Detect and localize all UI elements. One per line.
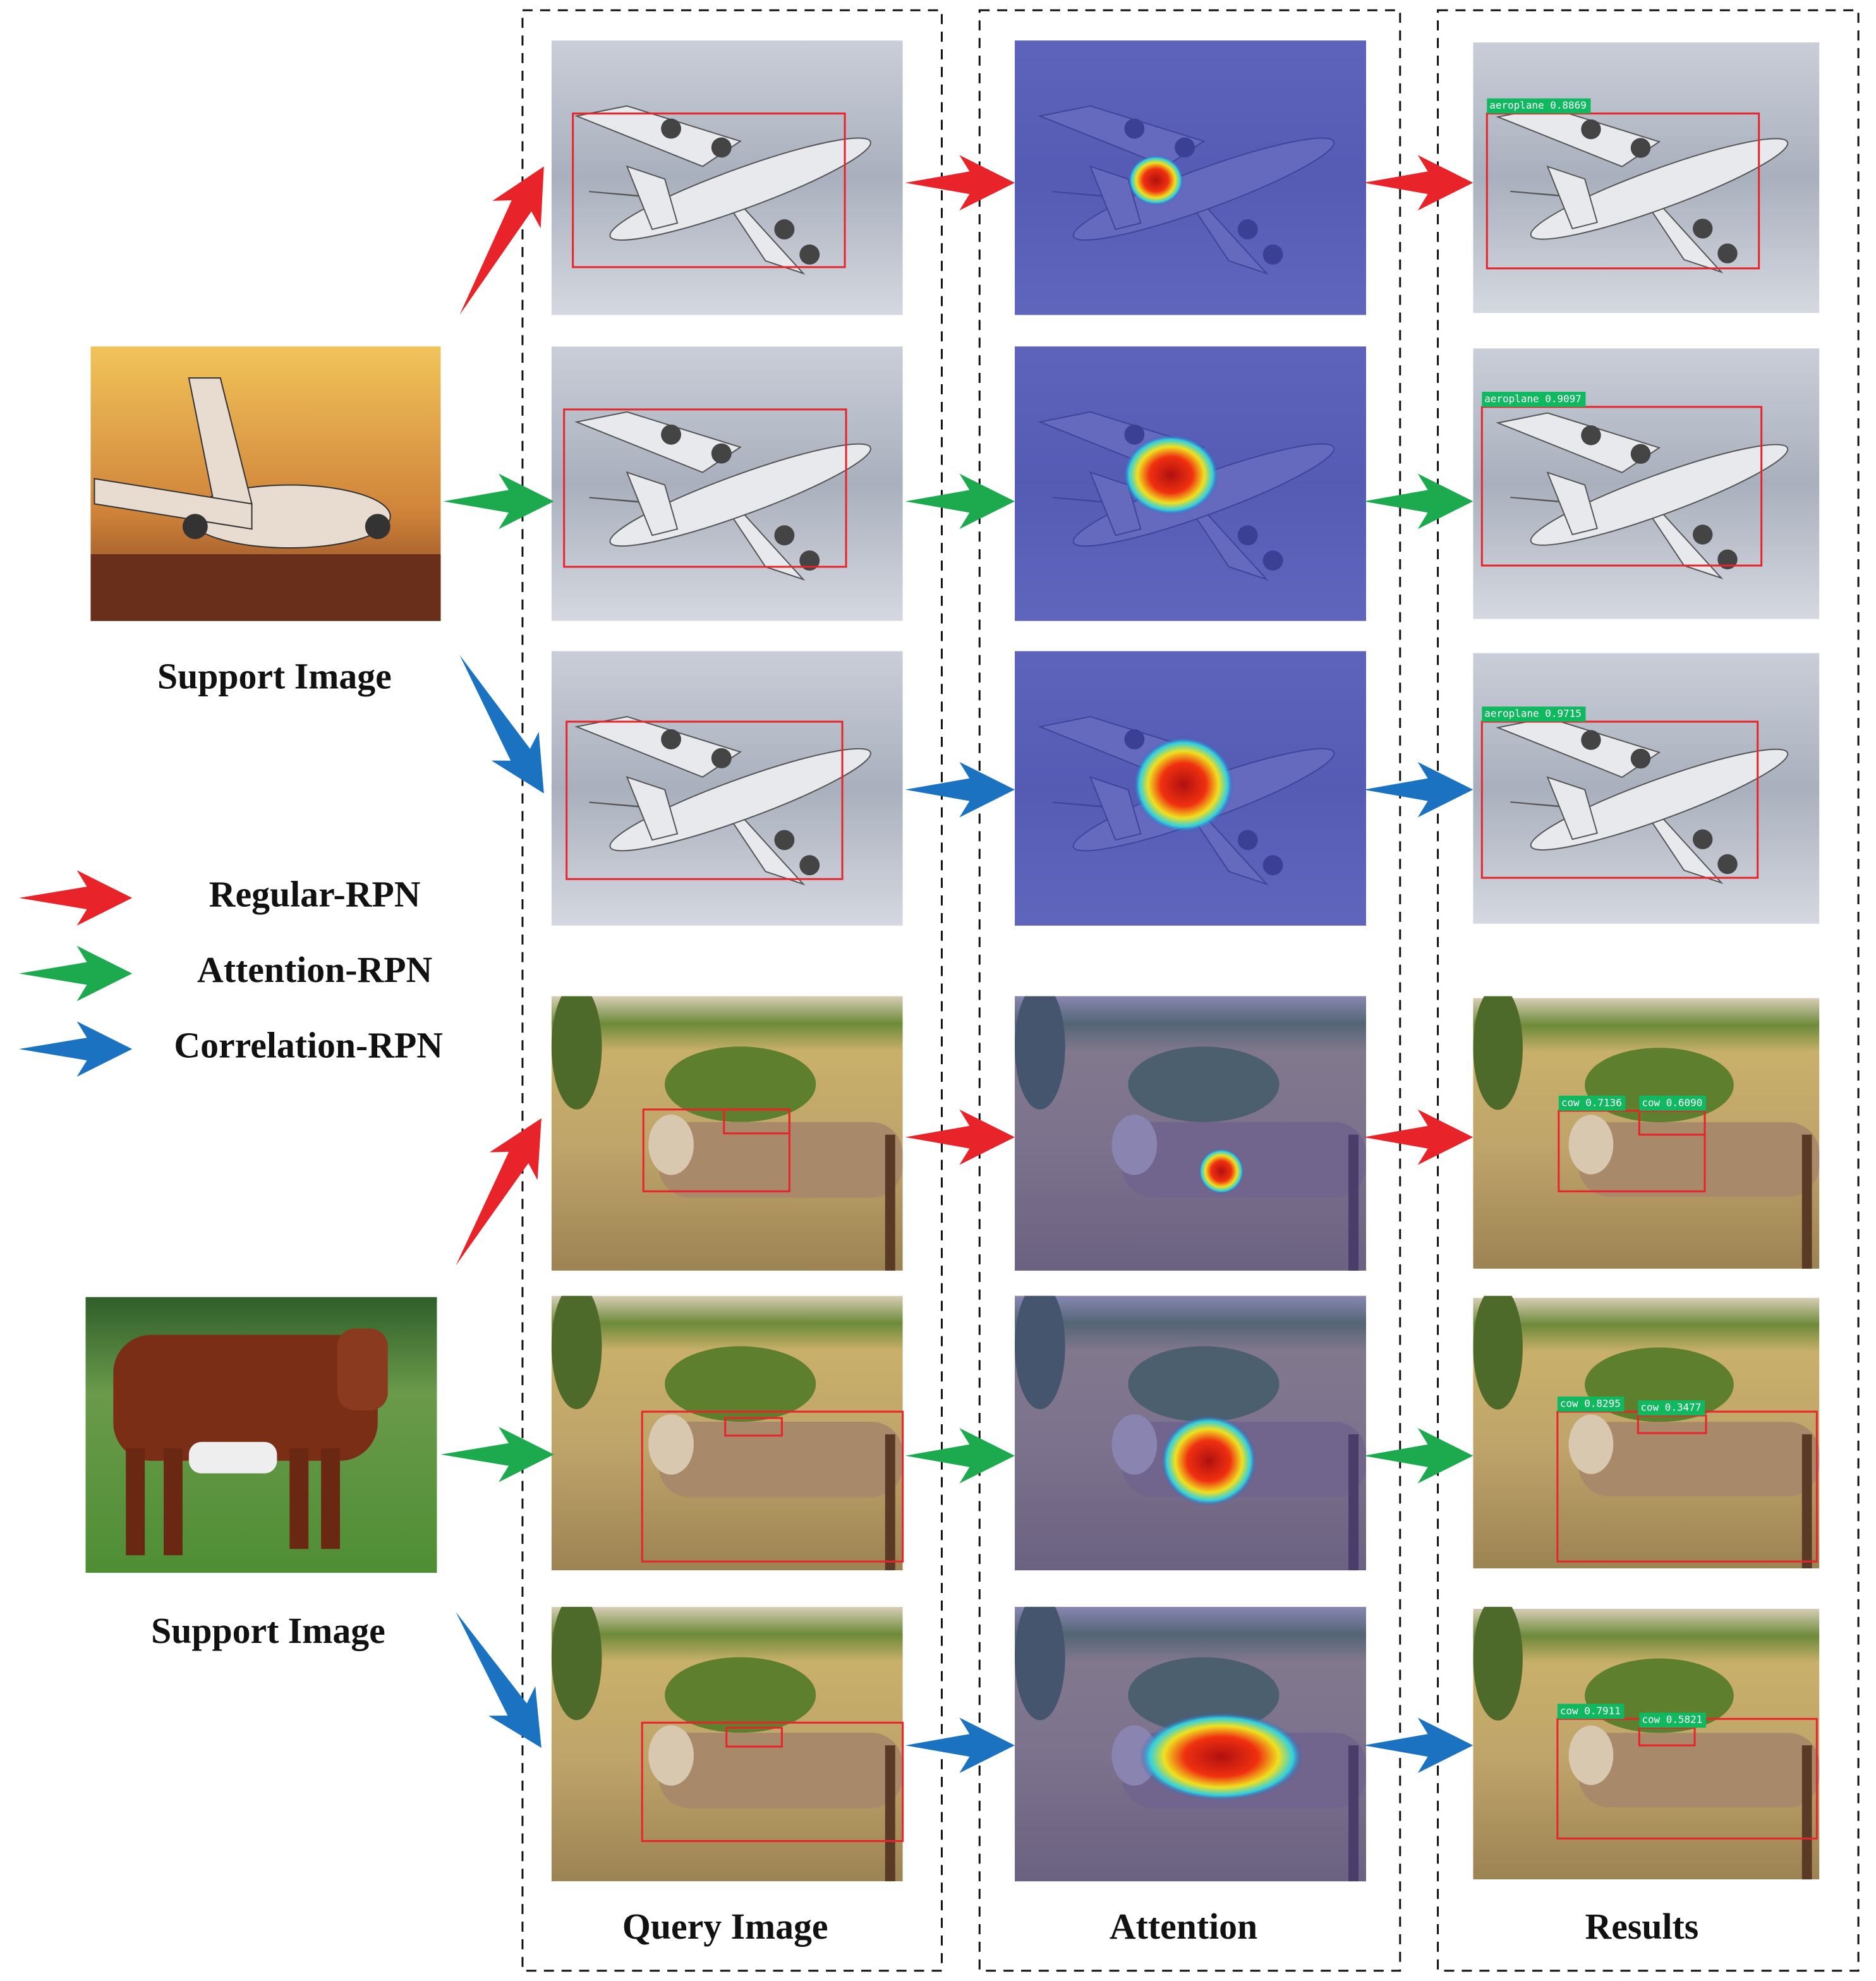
arrow [456,1118,542,1266]
arrow [459,166,544,315]
query-box [723,1108,790,1135]
legend-label: Regular-RPN [209,875,421,914]
arrow [440,1426,554,1482]
result-box [1486,112,1760,270]
support-cow [85,1297,437,1573]
detection-label: cow 0.5821 [1642,1714,1702,1726]
result-image [1473,1606,1820,1880]
arrow [905,155,1015,211]
query-box [641,1410,904,1563]
arrow [1364,473,1474,530]
query-box [641,1721,904,1843]
detection-tag [1557,1704,1625,1719]
arrow [905,473,1015,530]
result-box [1480,720,1759,879]
detection-label: aeroplane 0.9097 [1484,392,1582,404]
detection-tag [1639,1712,1706,1728]
arrow [1364,761,1474,818]
attention-overlay [1015,40,1366,315]
arrow [905,1109,1015,1165]
attention-heat [1128,155,1184,206]
result-image [1473,652,1820,924]
result-image [1473,42,1820,314]
detection-tag [1638,1400,1705,1416]
arrow [443,473,554,530]
detection-label: aeroplane 0.8869 [1489,99,1587,111]
query-box [566,720,844,880]
arrow [1364,1427,1474,1484]
arrow [18,945,133,1002]
arrow [905,1427,1015,1484]
detection-label: cow 0.7911 [1560,1705,1621,1717]
detection-tag [1558,1095,1626,1111]
column-title: Results [1585,1907,1699,1947]
arrow [1364,1717,1474,1773]
attention-heat [1133,736,1234,833]
attention-heat [1123,434,1219,516]
column-title: Query Image [622,1907,828,1947]
support-label: Support Image [157,657,392,697]
column-frames [521,9,1860,1972]
detection-label: aeroplane 0.9715 [1484,708,1582,720]
detection-tag [1639,1095,1706,1111]
query-box [563,408,847,568]
support-label: Support Image [151,1611,385,1651]
result-image [1473,996,1820,1269]
attention-heat [1161,1415,1257,1506]
arrow [1364,155,1474,211]
arrow [905,1717,1015,1773]
legend-label: Correlation-RPN [174,1026,443,1065]
detection-tag [1482,392,1586,407]
detection-label: cow 0.6090 [1642,1096,1702,1108]
query-image [551,40,903,315]
query-image [551,346,903,621]
arrow [18,1021,133,1077]
detection-tag [1557,1396,1625,1412]
query-box [724,1417,783,1437]
detection-label: cow 0.7136 [1561,1096,1622,1108]
query-image [551,1295,903,1571]
detection-tag [1482,706,1586,722]
legend-label: Attention-RPN [197,950,432,990]
support-plane [90,346,441,621]
detection-label: cow 0.3477 [1640,1402,1701,1414]
arrow [459,655,544,794]
attention-heat [1198,1148,1244,1194]
results-frame [1437,9,1860,1972]
column-title: Attention [1110,1907,1257,1947]
query-box [725,1726,783,1748]
result-image [1473,1295,1820,1568]
result-image [1473,348,1820,620]
attention-frame [978,9,1401,1972]
query-box [572,112,846,269]
arrow [456,1611,542,1748]
attention-heat [1139,1712,1304,1801]
arrow [905,761,1015,818]
attention-overlay [1015,996,1366,1271]
query-frame [521,9,943,1972]
detection-tag [1487,98,1591,114]
query-image [551,996,903,1271]
result-box [1480,406,1763,567]
query-box [642,1108,790,1192]
detection-label: cow 0.8295 [1560,1398,1621,1410]
arrow [1364,1109,1474,1165]
arrow [18,870,133,926]
query-image [551,651,903,926]
result-box [1558,1110,1706,1192]
